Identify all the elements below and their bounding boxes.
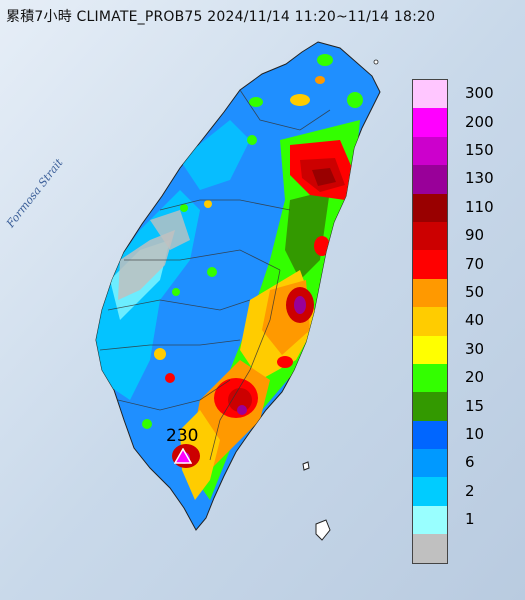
rain-core-south-peak	[237, 405, 247, 415]
legend-swatch	[413, 165, 447, 194]
rain-spot-6	[142, 419, 152, 429]
rain-spot-north4	[249, 97, 263, 107]
legend-label: 50	[465, 283, 485, 301]
rain-zone-2mm-north	[180, 120, 250, 190]
legend-swatch	[413, 278, 447, 308]
legend-swatch	[413, 335, 447, 364]
rain-core-south-inner	[228, 388, 252, 412]
rain-spot-2	[165, 373, 175, 383]
rain-spot-1	[154, 348, 166, 360]
legend-swatch	[413, 392, 447, 421]
legend-label: 300	[465, 84, 494, 103]
legend-swatch	[413, 505, 447, 535]
legend-label: 110	[465, 197, 494, 216]
legend-swatch	[413, 534, 447, 563]
legend-swatch	[413, 363, 447, 393]
legend-label: 130	[465, 169, 494, 188]
legend-swatch	[413, 193, 447, 222]
rainfall-field	[96, 54, 363, 500]
islet-northeast	[373, 59, 379, 65]
rain-zone-110mm-northeast	[312, 168, 336, 186]
rain-zone-gray-center	[150, 210, 190, 250]
legend-label: 30	[465, 339, 485, 358]
legend-label: 1	[465, 510, 475, 529]
legend-swatch	[413, 449, 447, 478]
legend-swatch	[413, 80, 447, 109]
legend-label: 150	[465, 141, 494, 159]
rain-spot-north3	[347, 92, 363, 108]
legend-swatch	[413, 307, 447, 336]
rain-spot-5	[180, 204, 188, 212]
green-island	[302, 461, 310, 471]
legend-label: 15	[465, 396, 485, 415]
legend-label: 200	[465, 112, 494, 131]
legend-label: 6	[465, 453, 475, 472]
legend-swatch	[413, 477, 447, 506]
rain-zone-gray-west	[118, 230, 175, 300]
rain-zone-40mm-south	[180, 410, 220, 500]
rain-spot-north5	[315, 76, 325, 84]
legend-label: 10	[465, 425, 485, 443]
rain-spot-north1	[317, 54, 333, 66]
legend-label: 40	[465, 311, 485, 330]
map-title: 累積7小時 CLIMATE_PROB75 2024/11/14 11:20~11…	[6, 9, 436, 25]
rain-core-east2	[314, 236, 330, 256]
rain-spot-3	[207, 267, 217, 277]
rain-spot-north2	[290, 94, 310, 106]
legend-swatch	[413, 250, 447, 279]
legend-swatch	[413, 136, 447, 166]
legend-label: 2	[465, 481, 475, 500]
county-boundaries	[99, 89, 331, 461]
orchid-island	[315, 519, 331, 541]
triangle-marker-icon	[174, 448, 192, 464]
rain-spot-4	[204, 200, 212, 208]
legend-label: 70	[465, 254, 485, 273]
color-legend	[412, 79, 448, 564]
legend-swatch	[413, 221, 447, 251]
legend-label: 20	[465, 368, 485, 387]
legend-label: 90	[465, 226, 485, 245]
rain-spot-7	[172, 288, 180, 296]
max-value-label: 230	[166, 426, 199, 446]
rain-zone-15mm-east	[285, 190, 330, 280]
rain-core-east-inner	[294, 296, 306, 314]
rain-core-east3	[277, 356, 293, 368]
rain-spot-8	[247, 135, 257, 145]
legend-swatch	[413, 108, 447, 137]
legend-swatch	[413, 420, 447, 450]
